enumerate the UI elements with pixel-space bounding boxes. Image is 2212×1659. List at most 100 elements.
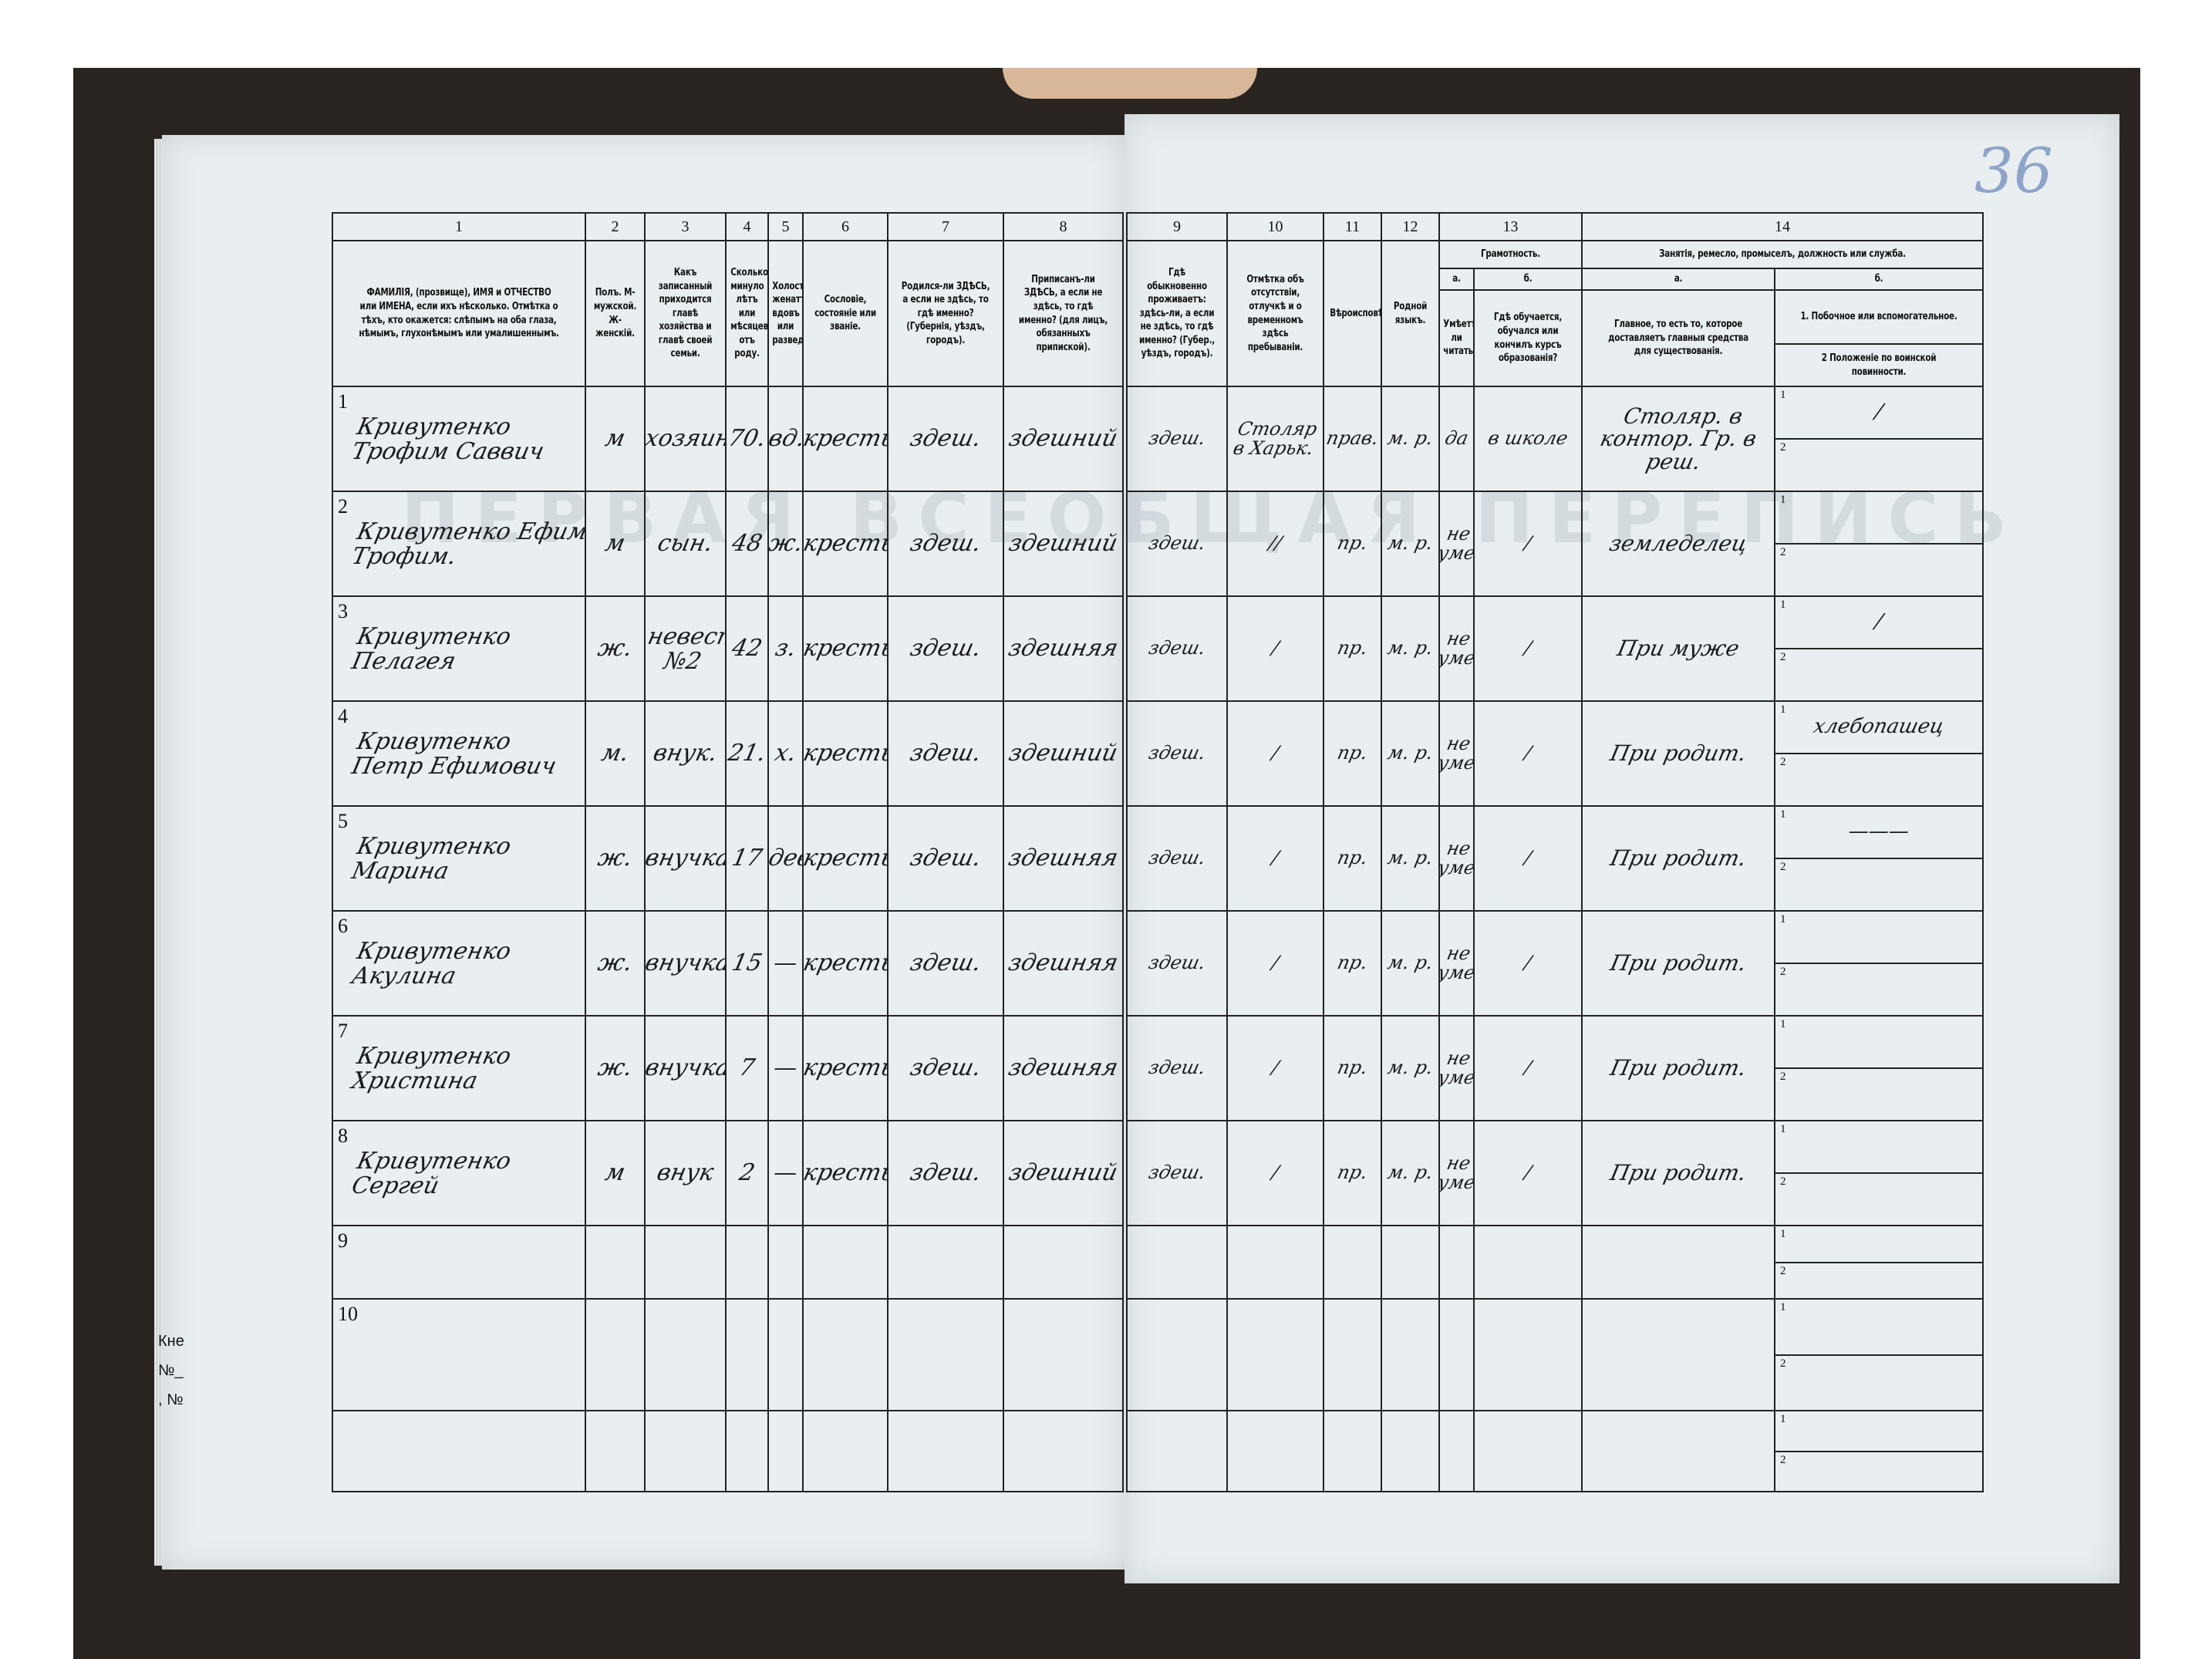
header-col-3: Какъ записанный приходится главѣ хозяйст…: [644, 240, 727, 387]
header-text: Грамотность.: [1481, 248, 1540, 261]
col-num: 9: [1126, 212, 1228, 241]
cell-lang: м. р.: [1381, 491, 1440, 597]
cell-sex: ж.: [585, 1015, 646, 1121]
header-text: Родной языкъ.: [1393, 300, 1428, 326]
sub-label: 1: [1780, 494, 1786, 506]
handwritten-reg: здешний: [1006, 740, 1121, 767]
handwritten-reg: здешняя: [1006, 949, 1121, 977]
header-text: Приписанъ-ли ЗДѢСЬ, а если не здѣсь, то …: [1018, 273, 1108, 353]
handwritten-live: здеш.: [1146, 427, 1208, 450]
header-text: Холостъ, женатъ, вдовъ или разведенъ.: [772, 280, 803, 346]
handwritten-age: 2: [737, 1159, 757, 1187]
sub-label: 1: [1780, 1228, 1786, 1240]
handwritten-live: здеш.: [1146, 532, 1208, 555]
cell-reg: здешний: [1003, 386, 1124, 492]
cell-occ: При родит.: [1581, 700, 1775, 807]
handwritten-mar: х.: [772, 740, 799, 767]
cell-reg: здешняя: [1003, 595, 1124, 702]
header-occupation: Занятія, ремесло, промыселъ, должность и…: [1581, 240, 1984, 269]
handwritten-estate: крестьянка: [803, 635, 888, 663]
cell-reg: здешняя: [1003, 1015, 1124, 1121]
cell-read: не умеет: [1438, 910, 1475, 1017]
cell-occ_b1: 1 хлебопашец: [1774, 700, 1984, 754]
cell-mar: —: [767, 1120, 804, 1226]
cell-edu: /: [1473, 1120, 1583, 1226]
handwritten-mar: —: [770, 1054, 801, 1082]
cell-name: 8 Кривутенко Сергей: [332, 1120, 586, 1226]
cell-born: здеш.: [887, 700, 1004, 807]
cell-estate: крестьянка: [802, 1015, 889, 1121]
margin-text: Кне №_ , №: [158, 1327, 184, 1415]
col-num: 3: [644, 212, 727, 241]
cell-rel: внучка: [644, 910, 727, 1017]
table-row-sub: 2: [1127, 1172, 1984, 1226]
cell-rel_faith: пр.: [1323, 910, 1382, 1017]
cell-estate: крестьянин: [802, 1120, 889, 1226]
handwritten-rel_faith: пр.: [1335, 1162, 1370, 1184]
cell-mar: [767, 1225, 804, 1300]
handwritten-born: здеш.: [907, 425, 984, 453]
handwritten-estate: крестьянин: [803, 740, 888, 767]
header-text: 1. Побочное или вспомогательное.: [1800, 311, 1957, 323]
handwritten-edu: /: [1522, 1057, 1534, 1079]
handwritten-occ: земледелец: [1607, 531, 1750, 557]
handwritten-lang: м. р.: [1385, 637, 1435, 659]
cell-live: [1126, 1298, 1228, 1411]
cell-occ_b1: 1: [1774, 491, 1984, 545]
cell-lang: м. р.: [1381, 1015, 1440, 1121]
cell-mar: х.: [767, 700, 804, 807]
cell-estate: крестьянин: [802, 700, 889, 807]
cell-edu: /: [1473, 910, 1583, 1017]
table-row: 4 Кривутенко Петр Ефимович м. внук. 21. х. кре…: [332, 700, 1124, 807]
cell-read: не умеет: [1438, 805, 1475, 912]
header-text: 2 Положеніе по воинской повинности.: [1821, 352, 1937, 378]
cell-edu: в школе: [1473, 386, 1583, 492]
cell-rel_faith: [1323, 1410, 1382, 1492]
handwritten-rel: внук: [654, 1159, 717, 1187]
handwritten-age: 15: [729, 949, 765, 977]
cell-rel_faith: пр.: [1323, 1015, 1382, 1121]
table-row: 1: [1126, 1410, 1984, 1492]
handwritten-lang: м. р.: [1385, 1162, 1435, 1184]
handwritten-rel: внучка: [645, 949, 726, 977]
cell-lang: м. р.: [1381, 386, 1440, 492]
row-number: 8: [338, 1125, 348, 1147]
cell-name: 9: [332, 1225, 586, 1300]
handwritten-rel_faith: пр.: [1335, 952, 1370, 974]
table-row: здеш. / пр. м. р. не умеет / При муже 1/: [1126, 595, 1984, 702]
cell-rel_faith: пр.: [1323, 1120, 1382, 1226]
cell-read: [1438, 1298, 1475, 1411]
handwritten-occ: При родит.: [1607, 1160, 1749, 1186]
cell-live: [1126, 1410, 1228, 1492]
col-num: 10: [1226, 212, 1324, 241]
cell-mar: вд.: [767, 386, 804, 492]
header-literacy: Грамотность.: [1438, 240, 1583, 269]
row-number: 4: [338, 705, 348, 727]
header-can-read: Умѣетъ-ли читать?: [1438, 289, 1475, 387]
header-text: Гдѣ обучается, обучался или кончилъ курс…: [1493, 312, 1563, 365]
table-row-sub: 2: [1127, 1261, 1984, 1300]
cell-born: здеш.: [887, 1120, 1004, 1226]
handwritten-reg: здешний: [1006, 425, 1121, 453]
cell-live: здеш.: [1126, 910, 1228, 1017]
census-table-left: 1 2 3 4 5 6 7 8 ФАМИЛІЯ, (прозвище), ИМЯ и ОТЧЕС…: [332, 212, 1124, 1492]
cell-name: 6 Кривутенко Акулина: [332, 910, 586, 1017]
handwritten-mar: з.: [772, 635, 799, 663]
table-row: 6 Кривутенко Акулина ж. внучка 15— крестьянка…: [332, 910, 1124, 1017]
handwritten-live: здеш.: [1146, 742, 1208, 764]
cell-absent: /: [1226, 1015, 1324, 1121]
cell-name: 2 Кривутенко Ефим Трофим.: [332, 491, 586, 597]
cell-mar: [767, 1298, 804, 1411]
handwritten-read: не умеет: [1439, 522, 1474, 564]
cell-occ_b1: 1: [1774, 1225, 1984, 1263]
sub-label: 1: [1780, 1018, 1786, 1030]
cell-born: здеш.: [887, 910, 1004, 1017]
handwritten-rel: внучка: [645, 845, 726, 872]
handwritten-sex: ж.: [595, 1054, 636, 1082]
cell-absent: [1226, 1410, 1324, 1492]
header-col-6: Сословіе, состояніе или званіе.: [802, 240, 889, 387]
header-text: Какъ записанный приходится главѣ хозяйст…: [658, 267, 713, 360]
row-number: 7: [338, 1020, 348, 1042]
handwritten-estate: крестьянка: [803, 1054, 888, 1082]
cell-rel: внучка: [644, 805, 727, 912]
